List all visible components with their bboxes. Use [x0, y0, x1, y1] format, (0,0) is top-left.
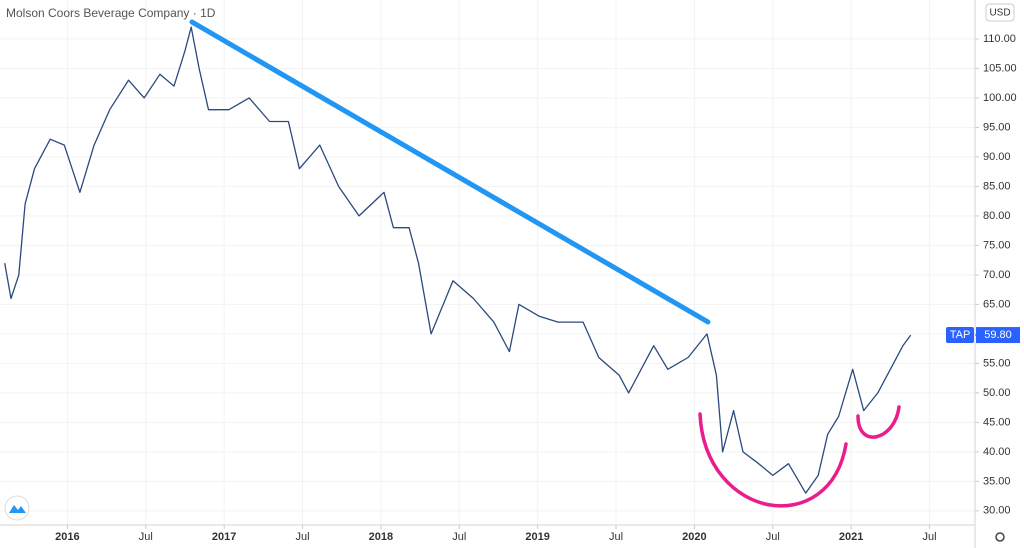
- trend-line: [189, 19, 711, 325]
- x-tick-label: 2021: [839, 531, 863, 543]
- currency-box[interactable]: [985, 3, 1015, 22]
- y-tick-label: 30.00: [983, 505, 1011, 517]
- y-tick-label: 105.00: [983, 62, 1017, 74]
- currency: USD: [989, 8, 1010, 19]
- cup-arc: [698, 412, 848, 508]
- y-tick-label: 40.00: [983, 446, 1011, 458]
- x-tick-label: Jul: [139, 531, 153, 543]
- x-tick-label: Jul: [296, 531, 310, 543]
- last-price-label: 59.80: [984, 329, 1012, 341]
- handle-arc: [856, 405, 901, 439]
- y-tick-label: 75.00: [983, 239, 1011, 251]
- y-tick-label: 45.00: [983, 416, 1011, 428]
- y-tick-label: 65.00: [983, 298, 1011, 310]
- settings-icon[interactable]: [995, 532, 1005, 542]
- symbol-label: TAP: [950, 329, 971, 341]
- y-tick-label: 35.00: [983, 475, 1011, 487]
- logo: [4, 495, 30, 521]
- y-tick-label: 80.00: [983, 210, 1011, 222]
- y-tick-label: 95.00: [983, 121, 1011, 133]
- x-tick-label: 2016: [55, 531, 79, 543]
- y-tick-label: 90.00: [983, 151, 1011, 163]
- x-tick-label: 2018: [369, 531, 393, 543]
- x-tick-label: Jul: [766, 531, 780, 543]
- last-price-tag: [976, 327, 1020, 344]
- y-tick-label: 85.00: [983, 180, 1011, 192]
- price-line: [4, 26, 912, 494]
- symbol-tag: [946, 327, 974, 344]
- x-tick-label: 2020: [682, 531, 706, 543]
- chart-title: Molson Coors Beverage Company · 1D: [6, 6, 216, 20]
- y-tick-label: 70.00: [983, 269, 1011, 281]
- y-tick-label: 55.00: [983, 357, 1011, 369]
- plot: [4, 26, 912, 494]
- y-tick-label: 110.00: [983, 33, 1016, 45]
- x-tick-label: 2019: [525, 531, 549, 543]
- x-tick-label: 2017: [212, 531, 236, 543]
- x-tick-label: Jul: [923, 531, 937, 543]
- y-tick-label: 100.00: [983, 92, 1017, 104]
- grid: [0, 0, 975, 525]
- x-tick-label: Jul: [609, 531, 623, 543]
- y-tick-label: 50.00: [983, 387, 1011, 399]
- x-tick-label: Jul: [452, 531, 466, 543]
